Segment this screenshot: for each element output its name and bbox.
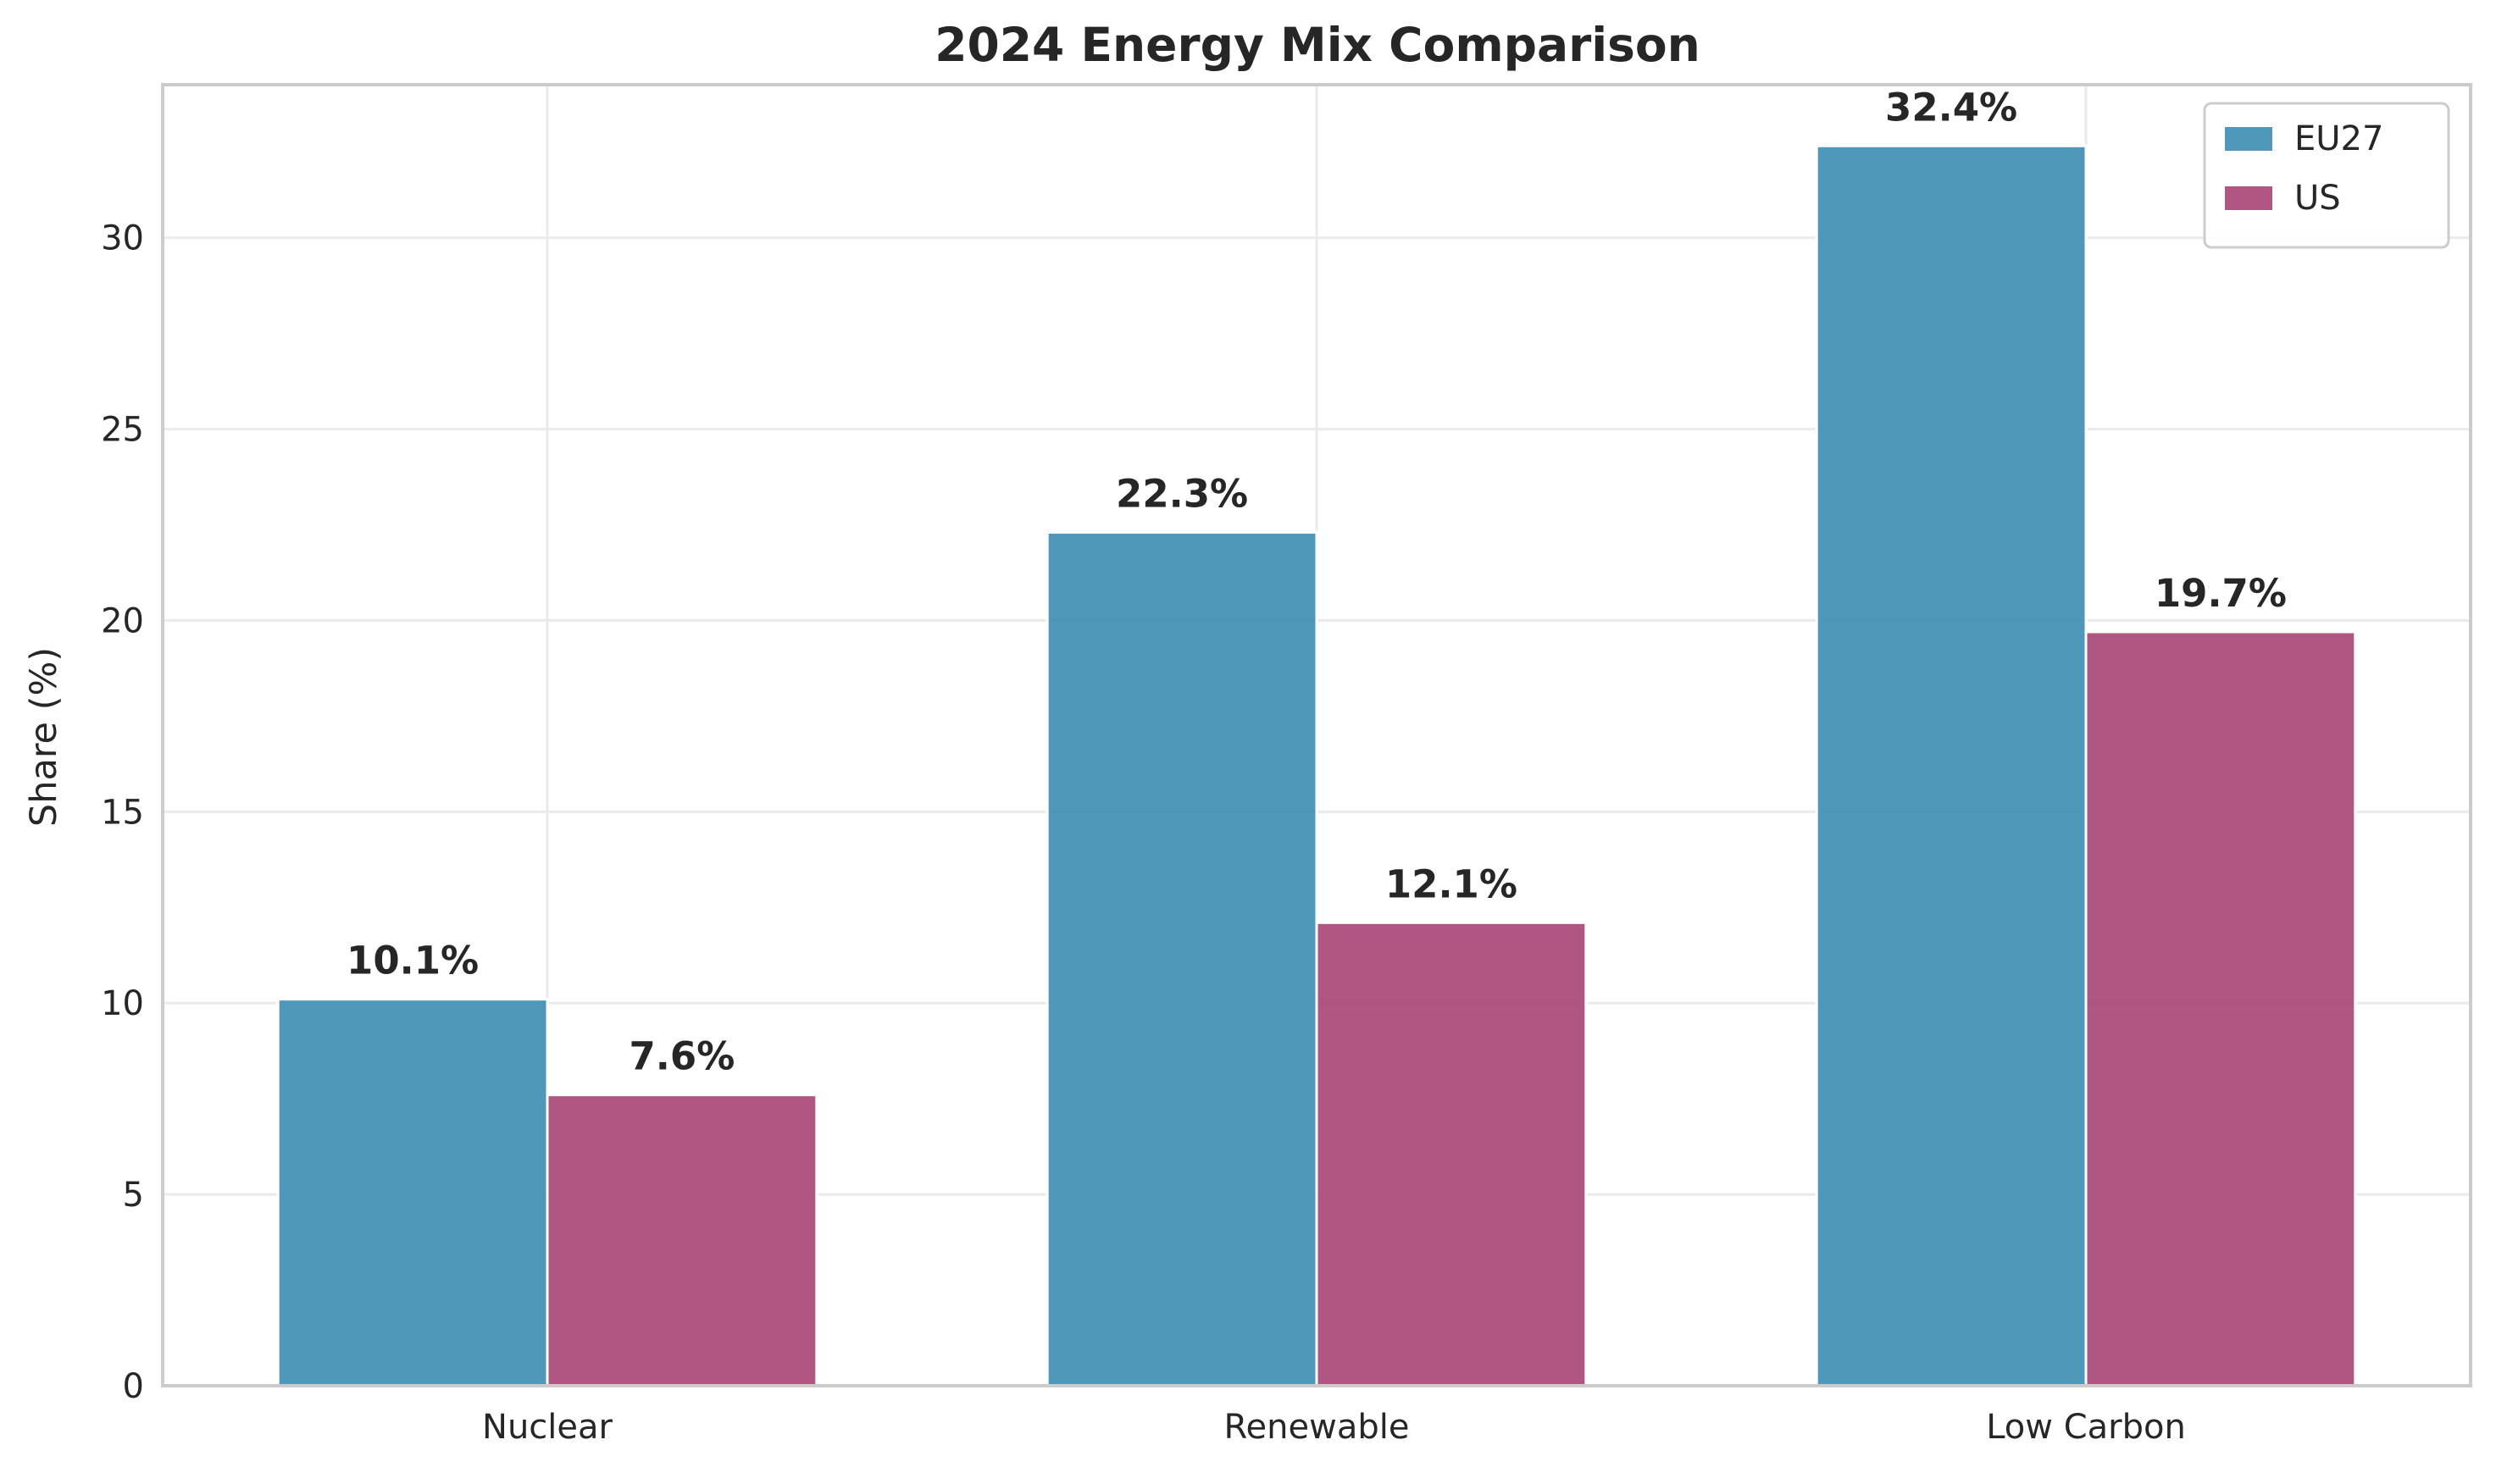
x-tick-label: Low Carbon (1986, 1408, 2186, 1447)
legend-label-eu27: EU27 (2294, 119, 2383, 158)
bar-us-nuclear (546, 1094, 818, 1387)
y-tick-label: 30 (101, 219, 144, 258)
bar-eu27-low-carbon (1815, 144, 2088, 1387)
y-tick-label: 10 (101, 984, 144, 1023)
y-tick-label: 25 (101, 411, 144, 450)
legend-swatch-eu27 (2225, 127, 2272, 151)
plot-frame (161, 83, 2472, 1387)
bar-value-label: 19.7% (2155, 571, 2287, 616)
legend-label-us: US (2294, 179, 2341, 218)
bar-value-label: 12.1% (1385, 861, 1517, 906)
bar-value-labels: 10.1% 22.3% 32.4% 7.6% 12.1% 19.7% (347, 85, 2287, 1078)
y-tick-label: 20 (101, 601, 144, 640)
y-tick-label: 15 (101, 793, 144, 832)
y-tick-label: 5 (123, 1176, 144, 1215)
chart-title: 2024 Energy Mix Comparison (935, 18, 1700, 72)
bar-eu27-renewable (1046, 531, 1318, 1387)
legend-swatch-us (2225, 186, 2272, 210)
x-tick-label: Nuclear (482, 1408, 613, 1447)
y-axis-label: Share (%) (23, 647, 65, 827)
tick-labels: 0 5 10 15 20 25 30 Nuclear Renewable Low Carbon (101, 219, 2186, 1447)
bar-value-label: 7.6% (629, 1034, 735, 1079)
bar-us-renewable (1315, 921, 1588, 1387)
bar-value-label: 10.1% (347, 939, 479, 983)
bar-value-label: 32.4% (1885, 85, 2017, 130)
legend: EU27 US (2203, 102, 2450, 249)
x-tick-label: Renewable (1224, 1408, 1410, 1447)
bar-eu27-nuclear (276, 998, 549, 1387)
plot-border (161, 83, 2472, 1387)
bars (276, 144, 2357, 1387)
y-tick-label: 0 (123, 1367, 144, 1406)
bar-value-label: 22.3% (1116, 472, 1248, 517)
bar-us-low-carbon (2084, 630, 2357, 1387)
